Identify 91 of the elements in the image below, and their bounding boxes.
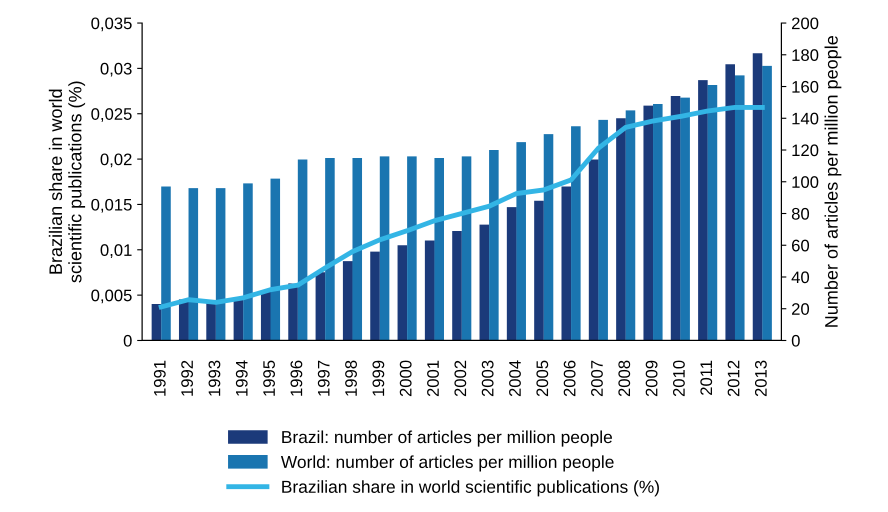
y-tick-label: 0,02 [100,153,132,168]
bar [370,252,380,340]
bar [544,134,554,340]
x-tick-label: 2011 [700,360,712,395]
x-tick-label: 2000 [400,360,412,396]
bar [407,156,417,340]
bar [643,106,654,340]
bar [424,240,434,340]
y2-tick-label: 40 [792,271,810,284]
legend-label: World: number of articles per million people [280,455,614,472]
x-tick-label: 1997 [318,360,330,396]
bar [762,66,772,340]
bar [325,158,335,340]
y2-tick-label: 100 [792,176,818,188]
x-tick-label: 1996 [290,360,302,396]
bar [462,156,472,340]
x-tick-label: 2006 [564,360,576,396]
bar [534,200,544,340]
line-series [158,104,765,310]
y-axis-title: Brazilian share in world scientific publications (%) [48,82,86,283]
y2-tick-label: 80 [792,208,810,220]
x-tick-label: 2013 [754,360,767,396]
bar [653,104,663,340]
bar [561,186,572,340]
x-tick-label: 2012 [728,360,740,396]
bar [243,183,253,340]
y2-tick-label: 120 [792,144,818,156]
bar [298,160,308,340]
x-tick-label: 1995 [263,360,275,396]
bar [489,150,499,340]
x-tick-label: 2008 [618,360,630,396]
x-tick-label: 2002 [454,360,466,396]
x-tick-label: 1991 [154,360,166,396]
x-tick-label: 1993 [208,360,220,396]
bar [316,272,326,340]
x-tick-label: 2004 [509,360,521,396]
y2-tick-label: 180 [792,49,818,61]
bar [626,110,636,340]
bar [752,53,762,340]
y2-tick-label: 0 [792,334,800,347]
bar [734,75,745,340]
bar [588,160,598,340]
y2-tick-label: 20 [792,303,810,315]
bar [342,261,352,340]
bar [516,142,526,340]
bar [480,224,490,340]
y-tick-label: 0,015 [91,198,132,213]
bar [670,96,680,340]
y-tick-label: 0 [124,334,132,347]
bar [270,178,280,340]
x-tick-label: 2005 [536,360,548,396]
bar [398,245,408,340]
bar [188,188,198,340]
x-tick-label: 2010 [673,360,685,396]
bar [725,64,735,340]
y-tick-label: 0,01 [100,244,132,258]
x-tick-label: 2003 [482,360,494,396]
y-tick-label: 0,03 [100,62,132,77]
y2-tick-label: 160 [792,80,818,93]
bar [708,84,718,340]
x-tick-label: 1999 [372,360,384,396]
x-tick-label: 2007 [591,360,603,396]
y2-tick-label: 60 [792,240,810,252]
bar [698,80,708,340]
x-tick-label: 1992 [181,360,194,396]
y-tick-label: 0,005 [91,290,132,304]
bar [571,126,581,340]
bar [260,291,270,340]
bar [152,304,162,340]
x-tick-label: 2009 [646,360,658,396]
bar [216,188,226,340]
bar [452,230,462,340]
bar [598,120,608,340]
x-tick-label: 2001 [427,360,439,396]
legend-label: Brazilian share in world scientific publications (%) [282,480,659,496]
bar [506,207,516,340]
y-tick-label: 0,035 [91,17,132,32]
y2-tick-label: 140 [792,112,818,124]
legend-label: Brazil: number of articles per million people [282,430,612,447]
bar [680,98,690,340]
y2-axis-title: Number of articles per million people [824,36,842,327]
y-tick-label: 0,025 [91,108,132,122]
x-tick-label: 1994 [236,360,248,396]
bar [352,158,362,340]
bar [616,118,626,340]
bar [380,156,390,340]
bar [434,158,444,340]
x-tick-label: 1998 [345,360,357,396]
bar [161,186,171,340]
y2-tick-label: 200 [792,17,818,30]
bar [288,283,298,340]
